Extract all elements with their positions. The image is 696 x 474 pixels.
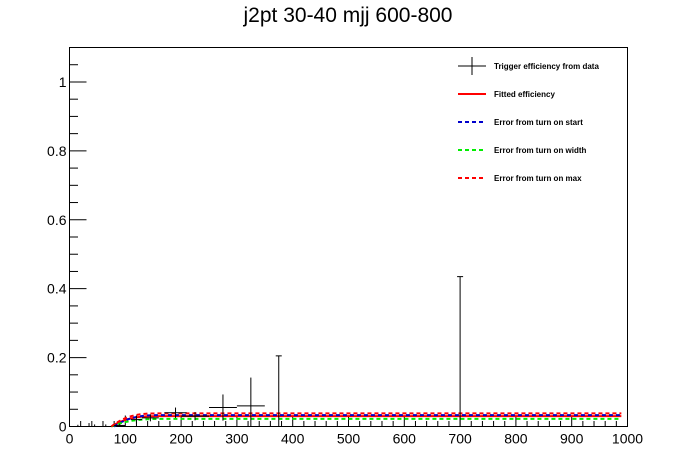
legend-entry: Error from turn on max (458, 174, 582, 183)
x-tick-label: 600 (393, 431, 417, 447)
x-tick-label: 1000 (612, 431, 643, 447)
y-tick-label: 0.2 (47, 350, 67, 366)
data-point (457, 276, 464, 427)
data-point (181, 412, 209, 421)
x-tick-label: 0 (66, 431, 74, 447)
legend-entry: Error from turn on start (458, 118, 583, 127)
curve-error-from-turn-on-width (110, 417, 622, 428)
x-tick-label: 700 (448, 431, 472, 447)
plot-frame (69, 47, 628, 427)
legend-label: Error from turn on width (494, 146, 587, 155)
data-points (75, 276, 464, 427)
x-tick-label: 300 (225, 431, 249, 447)
legend-entry: Error from turn on width (458, 146, 587, 155)
x-tick-label: 100 (114, 431, 138, 447)
x-tick-label: 900 (560, 431, 584, 447)
legend-label: Trigger efficiency from data (494, 62, 599, 71)
legend-label: Fitted efficiency (494, 90, 555, 99)
y-tick-label: 0 (59, 419, 67, 435)
data-point (86, 423, 92, 427)
x-tick-label: 200 (169, 431, 193, 447)
legend-label: Error from turn on start (494, 118, 583, 127)
legend-label: Error from turn on max (494, 174, 582, 183)
legend: Trigger efficiency from data Fitted effic… (458, 57, 599, 183)
curve-error-from-turn-on-start (113, 414, 622, 428)
data-point (114, 423, 126, 427)
legend-entry: Fitted efficiency (458, 90, 555, 99)
data-point (275, 355, 282, 427)
data-point (130, 415, 143, 424)
x-axis: 0 100 200 300 400 500 600 700 800 900 1000 (66, 415, 643, 447)
y-tick-label: 1 (59, 74, 67, 90)
y-tick-label: 0.8 (47, 143, 67, 159)
y-tick-label: 0.6 (47, 212, 67, 228)
x-tick-label: 500 (337, 431, 361, 447)
curves (110, 412, 622, 428)
y-tick-label: 0.4 (47, 281, 67, 297)
data-point (142, 414, 159, 422)
data-point (164, 407, 187, 418)
curve-fitted-efficiency (110, 415, 622, 428)
chart-title: j2pt 30-40 mjj 600-800 (243, 4, 453, 27)
x-tick-label: 800 (504, 431, 528, 447)
data-point (102, 424, 109, 427)
data-point (236, 377, 265, 427)
data-point (209, 394, 237, 421)
data-point (91, 424, 98, 427)
legend-entry: Trigger efficiency from data (458, 57, 599, 75)
curve-error-from-turn-on-max (110, 412, 622, 428)
y-axis: 0 0.2 0.4 0.6 0.8 1 (47, 47, 87, 435)
x-tick-label: 400 (281, 431, 305, 447)
data-point (75, 424, 81, 427)
